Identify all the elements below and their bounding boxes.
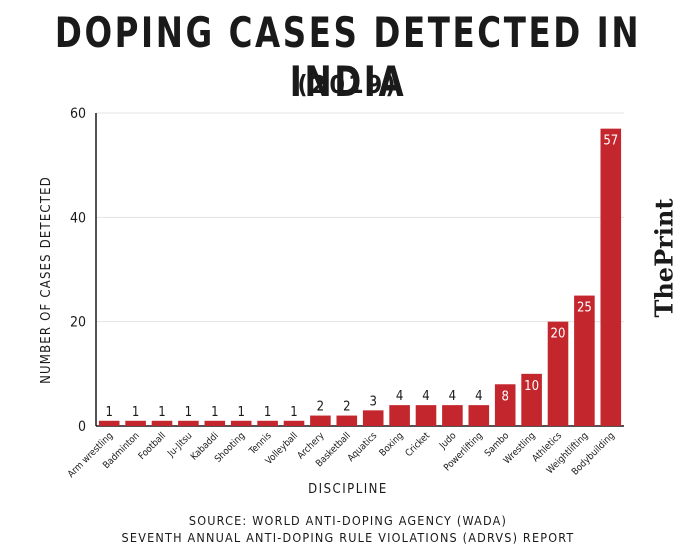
bar — [230, 420, 252, 426]
bar-value-label: 20 — [551, 327, 566, 342]
y-axis-label: NUMBER OF CASES DETECTED — [39, 176, 54, 384]
x-tick-label: Boxing — [377, 430, 405, 458]
brand-logo: ThePrint — [644, 198, 684, 318]
bar-value-label: 4 — [422, 389, 429, 404]
bar — [125, 420, 146, 426]
bar-value-label: 1 — [132, 405, 139, 420]
bar — [257, 420, 278, 426]
bar — [574, 295, 595, 426]
y-tick-label: 20 — [70, 315, 86, 331]
bar-value-label: 1 — [185, 405, 192, 420]
bar-value-label: 4 — [449, 389, 456, 404]
source-line-1: SOURCE: WORLD ANTI-DOPING AGENCY (WADA) — [188, 513, 508, 528]
bar — [442, 405, 463, 426]
bar — [468, 405, 490, 426]
y-axis: 0 20 40 60 — [70, 106, 624, 435]
bar-value-label: 4 — [475, 389, 482, 404]
bar-value-label: 3 — [369, 394, 376, 409]
bar-value-label: 10 — [524, 379, 539, 394]
x-tick-label: Judo — [437, 430, 459, 452]
y-tick-label: 60 — [70, 106, 86, 122]
bar-value-label: 1 — [290, 405, 297, 420]
bar-value-label: 1 — [211, 405, 218, 420]
bar-value-label: 57 — [603, 134, 618, 149]
bar — [98, 420, 120, 426]
bar-value-label: 25 — [577, 301, 592, 316]
bar-value-label: 2 — [343, 400, 350, 415]
bar-value-label: 8 — [501, 389, 508, 404]
bar — [336, 415, 358, 426]
value-labels: 1 1 1 1 1 1 1 1 2 2 3 4 4 4 4 8 10 20 25 57 — [105, 134, 618, 420]
bar-value-label: 2 — [317, 400, 324, 415]
x-tick-labels: Arm wrestlingBadmintonFootballJu-JitsuKa… — [66, 430, 617, 480]
x-tick-label: Football — [136, 430, 168, 462]
bar-value-label: 1 — [264, 405, 271, 420]
bar-value-label: 4 — [396, 389, 403, 404]
bar — [521, 373, 542, 426]
bar — [494, 384, 516, 426]
y-tick-label: 40 — [70, 210, 86, 226]
bar — [389, 405, 410, 426]
y-tick-label: 0 — [78, 419, 86, 435]
bar-value-label: 1 — [105, 405, 112, 420]
bar — [362, 410, 384, 426]
source-line-2: SEVENTH ANNUAL ANTI-DOPING RULE VIOLATIO… — [121, 530, 575, 545]
bar-value-label: 1 — [237, 405, 244, 420]
bar — [600, 128, 622, 426]
bar — [151, 420, 173, 426]
bar — [283, 420, 305, 426]
bar — [204, 420, 226, 426]
x-tick-label: Aquatics — [346, 430, 380, 464]
chart-title: DOPING CASES DETECTED IN INDIA — [54, 8, 642, 106]
bar — [178, 420, 199, 426]
x-axis-label: DISCIPLINE — [308, 482, 388, 497]
x-tick-label: Cricket — [403, 430, 432, 459]
bar — [415, 405, 437, 426]
bar-value-label: 1 — [158, 405, 165, 420]
chart-subtitle: (2019) — [297, 70, 399, 99]
bars — [98, 128, 622, 426]
bar — [310, 415, 331, 426]
bar — [547, 321, 569, 426]
gridlines — [96, 112, 624, 323]
brand-name: ThePrint — [649, 198, 679, 318]
